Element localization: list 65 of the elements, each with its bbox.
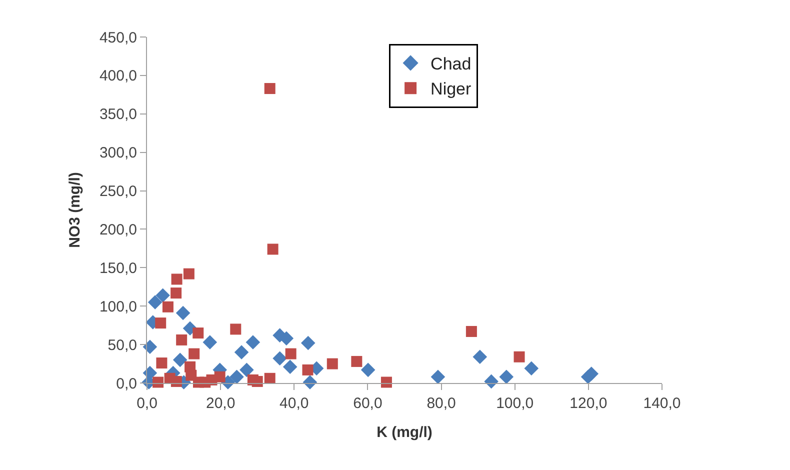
point xyxy=(272,351,287,366)
legend-label: Chad xyxy=(430,54,472,74)
point xyxy=(202,335,218,350)
point xyxy=(380,376,392,388)
point xyxy=(466,326,477,337)
point xyxy=(156,358,168,369)
point xyxy=(152,376,164,388)
point xyxy=(285,348,296,360)
x-axis-title: K (mg/l) xyxy=(376,424,432,441)
point xyxy=(326,358,338,370)
y-axis-title: NO3 (mg/l) xyxy=(66,172,84,248)
point xyxy=(192,328,204,339)
point xyxy=(524,361,539,376)
point xyxy=(171,274,182,285)
point xyxy=(430,370,446,384)
x-tick-label: 40,0 xyxy=(280,395,309,412)
point xyxy=(214,371,226,382)
y-tick-label: 0,0 xyxy=(116,375,137,392)
point xyxy=(264,83,276,94)
point xyxy=(183,268,194,280)
point xyxy=(170,288,182,299)
y-tick-label: 400,0 xyxy=(99,68,137,85)
x-tick-label: 100,0 xyxy=(496,395,534,412)
point xyxy=(302,364,314,376)
point xyxy=(230,370,244,384)
y-tick-label: 350,0 xyxy=(99,106,137,124)
point xyxy=(360,362,376,378)
point xyxy=(156,288,170,302)
legend-label: Niger xyxy=(430,80,472,99)
y-tick-label: 50,0 xyxy=(108,336,137,354)
y-tick-label: 250,0 xyxy=(99,183,137,200)
point xyxy=(267,244,278,255)
y-tick-label: 150,0 xyxy=(99,260,137,277)
point xyxy=(162,301,174,312)
point xyxy=(176,334,188,346)
x-tick-label: 120,0 xyxy=(570,395,608,412)
y-tick-label: 200,0 xyxy=(99,221,137,238)
point xyxy=(514,351,525,362)
point xyxy=(176,306,190,320)
point xyxy=(351,356,362,367)
y-tick-label: 450,0 xyxy=(99,29,137,46)
point xyxy=(240,362,254,378)
point xyxy=(282,360,298,374)
point xyxy=(584,366,599,381)
point xyxy=(148,295,162,310)
point xyxy=(234,345,249,360)
point xyxy=(188,348,200,360)
y-tick-label: 100,0 xyxy=(99,298,137,316)
point xyxy=(499,370,514,384)
point xyxy=(264,372,276,384)
x-tick-label: 140,0 xyxy=(643,395,681,412)
point xyxy=(246,335,260,350)
x-tick-label: 60,0 xyxy=(353,395,382,412)
point xyxy=(155,318,166,329)
x-tick-label: 20,0 xyxy=(206,395,236,412)
point xyxy=(230,324,242,335)
point xyxy=(142,340,158,354)
y-tick-label: 300,0 xyxy=(99,144,137,162)
x-tick-label: 80,0 xyxy=(426,395,456,412)
point xyxy=(472,350,488,364)
point xyxy=(252,376,263,387)
point xyxy=(172,352,188,368)
point xyxy=(170,376,182,387)
point xyxy=(300,336,316,350)
x-tick-label: 0,0 xyxy=(136,395,158,412)
